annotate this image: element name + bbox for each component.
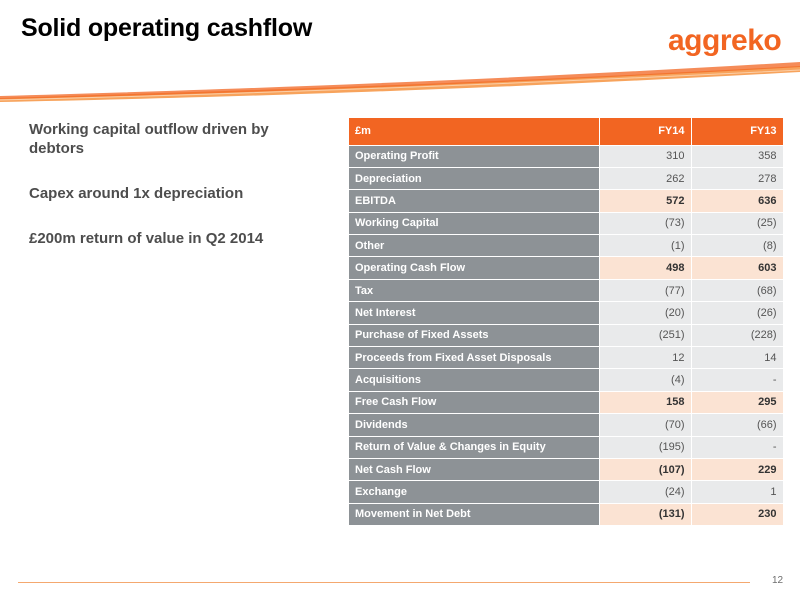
- table-row: Return of Value & Changes in Equity (195)…: [349, 436, 784, 459]
- row-label: Free Cash Flow: [349, 391, 600, 415]
- table-row: Net Cash Flow (107) 229: [349, 458, 784, 482]
- value-fy13: 603: [691, 256, 784, 280]
- footer-divider: [18, 582, 750, 583]
- row-label: Movement in Net Debt: [349, 503, 600, 527]
- value-fy13: 636: [691, 189, 784, 213]
- value-fy14: (77): [599, 279, 692, 303]
- bullet-item: Working capital outflow driven by debtor…: [29, 121, 269, 157]
- value-fy13: 14: [691, 346, 784, 370]
- value-fy13: (66): [691, 413, 784, 437]
- row-label: Net Interest: [349, 301, 600, 325]
- aggreko-logo: aggreko: [668, 24, 782, 57]
- row-label: Proceeds from Fixed Asset Disposals: [349, 346, 600, 370]
- table-row: Movement in Net Debt (131) 230: [349, 503, 784, 527]
- value-fy14: (107): [599, 458, 692, 482]
- row-label: EBITDA: [349, 189, 600, 213]
- value-fy14: 158: [599, 391, 692, 415]
- value-fy13: 278: [691, 167, 784, 191]
- row-label: Purchase of Fixed Assets: [349, 324, 600, 348]
- value-fy13: 358: [691, 145, 784, 168]
- header-cell-fy14: FY14: [599, 118, 692, 146]
- table-row: Purchase of Fixed Assets (251) (228): [349, 324, 784, 348]
- row-label: Depreciation: [349, 167, 600, 191]
- value-fy13: 295: [691, 391, 784, 415]
- value-fy14: (4): [599, 368, 692, 392]
- row-label: Tax: [349, 279, 600, 303]
- slide-title: Solid operating cashflow: [21, 14, 313, 42]
- header-cell-fy13: FY13: [691, 118, 784, 146]
- table-row: Other (1) (8): [349, 234, 784, 258]
- table-row: Proceeds from Fixed Asset Disposals 12 14: [349, 346, 784, 370]
- table-row: Acquisitions (4) -: [349, 368, 784, 392]
- value-fy14: (131): [599, 503, 692, 527]
- value-fy13: (26): [691, 301, 784, 325]
- value-fy13: (68): [691, 279, 784, 303]
- value-fy14: (20): [599, 301, 692, 325]
- row-label: Other: [349, 234, 600, 258]
- value-fy14: (251): [599, 324, 692, 348]
- table-row: Dividends (70) (66): [349, 413, 784, 437]
- value-fy14: 498: [599, 256, 692, 280]
- value-fy13: -: [691, 436, 784, 459]
- table-row: Operating Cash Flow 498 603: [349, 256, 784, 280]
- value-fy13: (228): [691, 324, 784, 348]
- bullet-list: Working capital outflow driven by debtor…: [29, 120, 309, 274]
- page-number: 12: [772, 575, 784, 586]
- row-label: Return of Value & Changes in Equity: [349, 436, 600, 459]
- bullet-item: Capex around 1x depreciation: [29, 185, 244, 202]
- value-fy14: (1): [599, 234, 692, 258]
- row-label: Operating Profit: [349, 145, 600, 168]
- table-row: Working Capital (73) (25): [349, 212, 784, 236]
- table-row: Operating Profit 310 358: [349, 145, 784, 168]
- value-fy14: (195): [599, 436, 692, 459]
- value-fy14: (70): [599, 413, 692, 437]
- cashflow-table: £m FY14 FY13 Operating Profit 310 358 Depre…: [349, 118, 784, 527]
- value-fy14: 310: [599, 145, 692, 168]
- table-row: Exchange (24) 1: [349, 480, 784, 504]
- value-fy13: (8): [691, 234, 784, 258]
- bullet-item: £200m return of value in Q2 2014: [29, 230, 264, 247]
- header-cell-label: £m: [349, 118, 600, 146]
- table-row: Tax (77) (68): [349, 279, 784, 303]
- value-fy13: 1: [691, 480, 784, 504]
- table-header-row: £m FY14 FY13: [349, 118, 784, 146]
- table-row: EBITDA 572 636: [349, 189, 784, 213]
- row-label: Net Cash Flow: [349, 458, 600, 482]
- row-label: Operating Cash Flow: [349, 256, 600, 280]
- value-fy13: 230: [691, 503, 784, 527]
- value-fy14: 262: [599, 167, 692, 191]
- value-fy13: (25): [691, 212, 784, 236]
- row-label: Acquisitions: [349, 368, 600, 392]
- value-fy14: 572: [599, 189, 692, 213]
- value-fy13: -: [691, 368, 784, 392]
- header-swoosh-decoration: [0, 62, 800, 102]
- row-label: Dividends: [349, 413, 600, 437]
- table-row: Free Cash Flow 158 295: [349, 391, 784, 415]
- row-label: Working Capital: [349, 212, 600, 236]
- value-fy14: (73): [599, 212, 692, 236]
- row-label: Exchange: [349, 480, 600, 504]
- value-fy14: (24): [599, 480, 692, 504]
- value-fy14: 12: [599, 346, 692, 370]
- value-fy13: 229: [691, 458, 784, 482]
- table-row: Depreciation 262 278: [349, 167, 784, 191]
- table-row: Net Interest (20) (26): [349, 301, 784, 325]
